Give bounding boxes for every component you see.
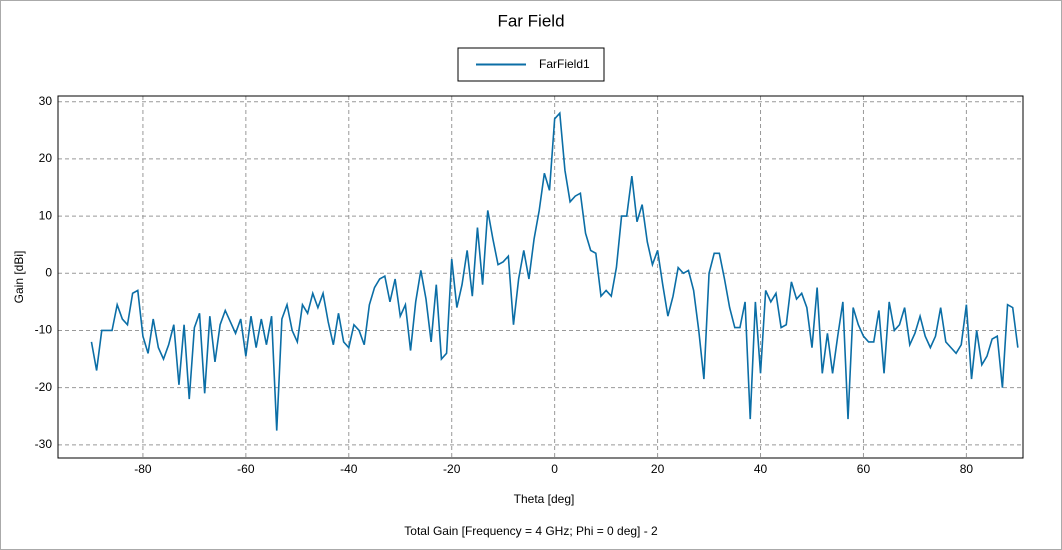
x-tick-label: -20 — [443, 462, 461, 476]
x-tick-label: 40 — [754, 462, 768, 476]
x-tick-label: -80 — [134, 462, 152, 476]
y-axis-label: Gain [dBi] — [12, 251, 26, 304]
line-series — [90, 111, 1019, 431]
plot-area — [57, 95, 1024, 459]
x-tick-label: 80 — [960, 462, 974, 476]
legend-label: FarField1 — [539, 57, 590, 71]
y-tick-label: 30 — [39, 94, 53, 108]
y-tick-label: 20 — [39, 151, 53, 165]
y-tick-label: -30 — [35, 437, 53, 451]
y-tick-label: -20 — [35, 380, 53, 394]
x-tick-label: -40 — [340, 462, 358, 476]
x-tick-label: 20 — [651, 462, 665, 476]
y-tick-label: -10 — [35, 323, 53, 337]
x-tick-label: 0 — [551, 462, 558, 476]
x-axis-label: Theta [deg] — [514, 492, 575, 506]
footnote: Total Gain [Frequency = 4 GHz; Phi = 0 d… — [404, 524, 658, 538]
y-tick-label: 10 — [39, 208, 53, 222]
x-tick-label: -60 — [237, 462, 255, 476]
y-tick-label: 0 — [45, 265, 52, 279]
x-tick-label: 60 — [857, 462, 871, 476]
chart-title: Far Field — [497, 11, 564, 30]
